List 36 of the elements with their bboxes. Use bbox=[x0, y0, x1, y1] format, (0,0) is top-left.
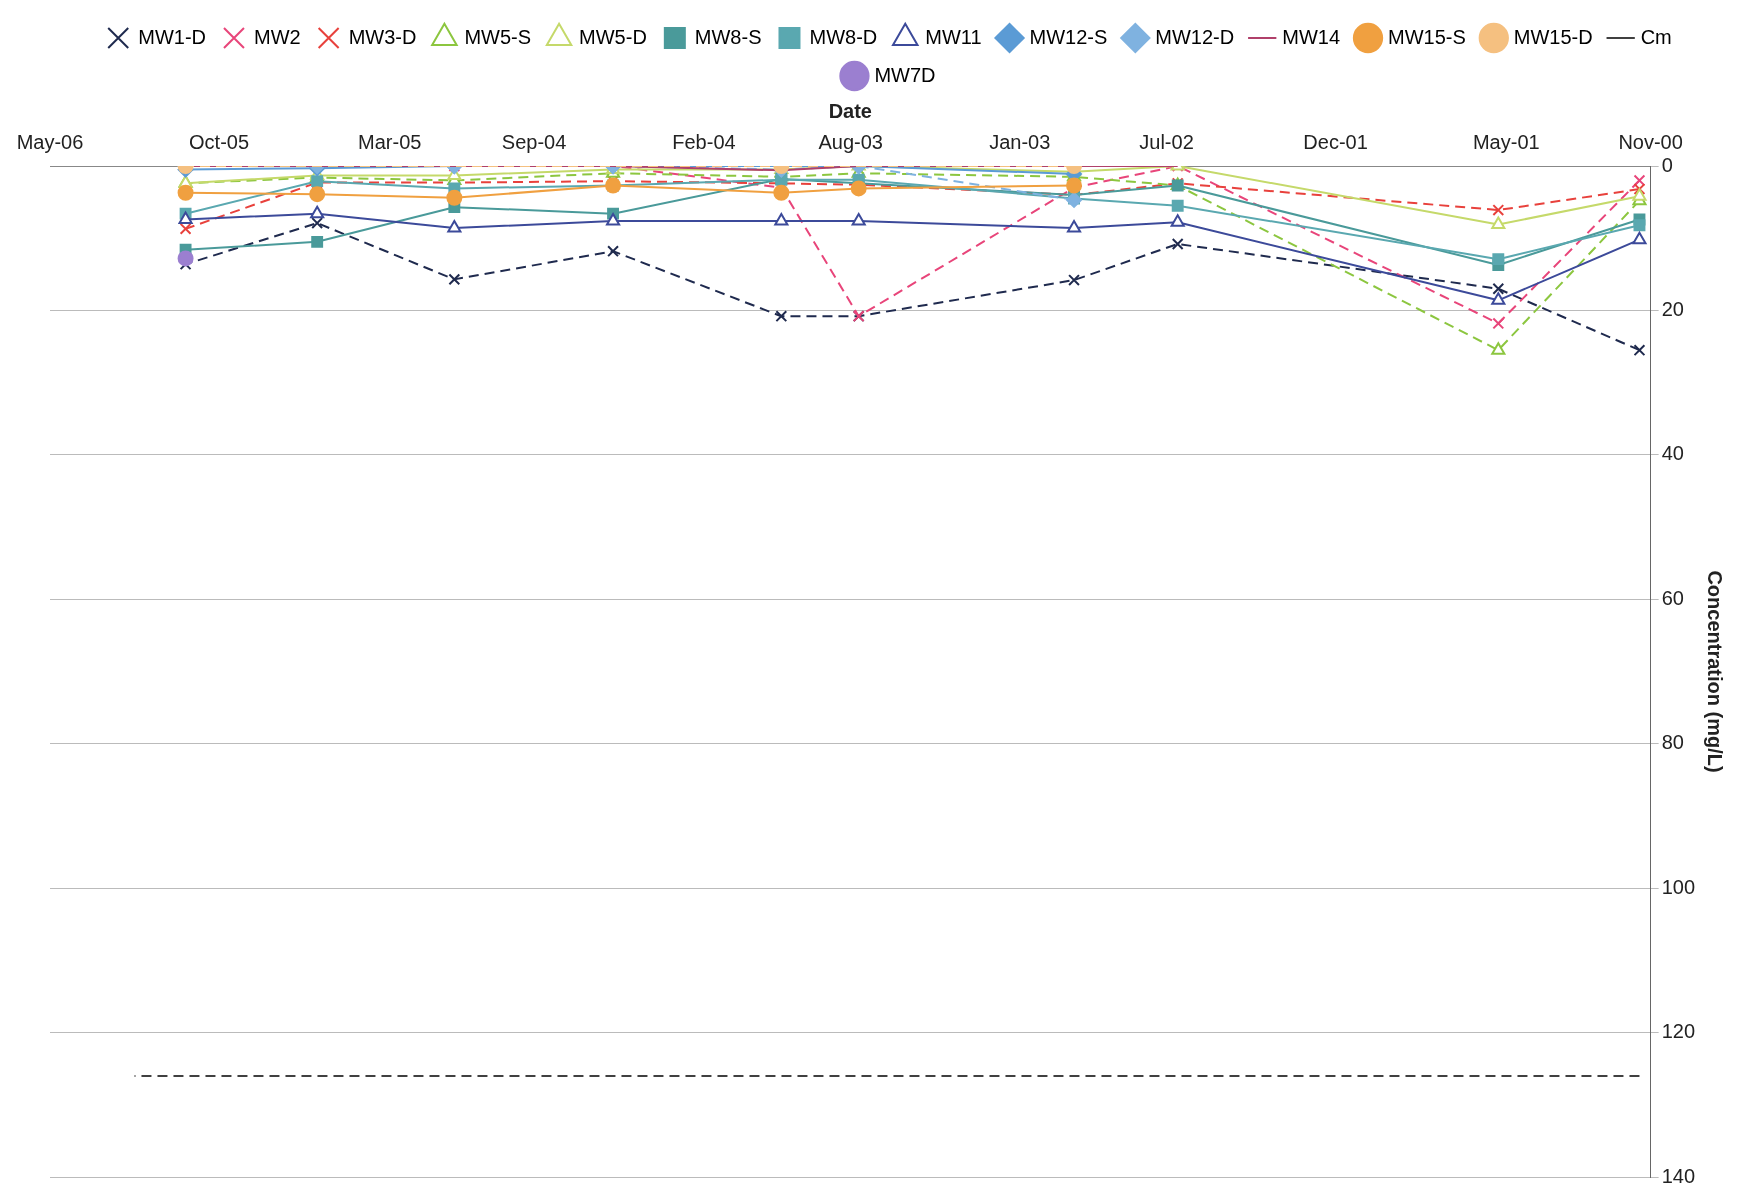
x-tick-label: Feb-04 bbox=[672, 130, 736, 153]
x-tick-label: Jan-03 bbox=[989, 130, 1051, 153]
legend-label: MW8-S bbox=[694, 25, 762, 48]
x-tick-label: Oct-05 bbox=[189, 130, 250, 153]
legend-label: MW7D bbox=[874, 63, 936, 86]
legend-label: Cm bbox=[1640, 25, 1672, 48]
legend-label: MW1-D bbox=[138, 25, 206, 48]
x-tick-label: Nov-00 bbox=[1618, 130, 1683, 153]
y-tick-label: 100 bbox=[1661, 875, 1696, 898]
x-tick-label: May-06 bbox=[16, 130, 84, 153]
legend-label: MW12-D bbox=[1155, 25, 1235, 48]
y-axis-title: Concentration (mg/L) bbox=[1704, 570, 1727, 773]
y-tick-label: 60 bbox=[1661, 586, 1684, 609]
x-tick-label: Mar-05 bbox=[358, 130, 422, 153]
legend-label: MW3-D bbox=[348, 25, 417, 48]
legend-label: MW12-S bbox=[1029, 25, 1108, 48]
x-tick-label: Dec-01 bbox=[1303, 130, 1368, 153]
legend-label: MW8-D bbox=[809, 25, 878, 48]
x-axis-title: Date bbox=[828, 99, 872, 122]
y-tick-label: 20 bbox=[1661, 297, 1684, 320]
legend-label: MW15-S bbox=[1388, 25, 1466, 48]
y-tick-label: 40 bbox=[1661, 442, 1684, 465]
y-tick-label: 0 bbox=[1661, 153, 1673, 176]
legend-label: MW5-S bbox=[464, 25, 532, 48]
legend-label: MW14 bbox=[1282, 25, 1341, 48]
legend-label: MW5-D bbox=[579, 25, 647, 48]
x-tick-label: Sep-04 bbox=[501, 130, 567, 153]
x-tick-label: Jul-02 bbox=[1139, 130, 1194, 153]
legend-label: MW11 bbox=[925, 25, 982, 48]
legend-label: MW2 bbox=[253, 25, 301, 48]
legend-label: MW15-D bbox=[1513, 25, 1593, 48]
x-tick-label: May-01 bbox=[1472, 130, 1540, 153]
x-tick-label: Aug-03 bbox=[818, 130, 883, 153]
y-tick-label: 140 bbox=[1661, 1164, 1696, 1187]
y-tick-label: 80 bbox=[1661, 731, 1684, 754]
y-tick-label: 120 bbox=[1661, 1020, 1696, 1043]
